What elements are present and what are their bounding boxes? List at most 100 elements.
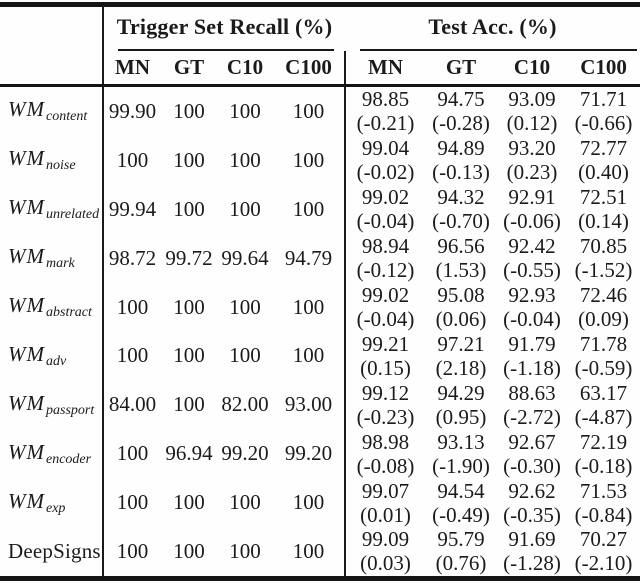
test-acc-value: 92.42 xyxy=(508,234,556,259)
table-row: WMunrelated 99.94 100 100 100 99.02 (-0.0… xyxy=(0,184,640,234)
test-acc-cell: 72.19 (-0.18) xyxy=(567,429,640,478)
trigger-recall-cell: 99.64 xyxy=(221,245,269,270)
test-acc-value: 93.20 xyxy=(508,136,556,161)
test-acc-value: 71.53 xyxy=(579,478,628,503)
table-row: WMexp 100 100 100 100 99.07 (0.01) 94.54(… xyxy=(0,478,640,528)
test-acc-value: 94.75 xyxy=(437,87,485,112)
test-acc-value: 92.67 xyxy=(508,429,556,454)
test-acc-delta: (0.14) xyxy=(578,209,629,234)
test-acc-delta: (-0.13) xyxy=(432,160,490,185)
trigger-recall-cell: 93.00 xyxy=(273,380,347,430)
test-acc-cell: 99.02 (-0.04) xyxy=(345,185,425,234)
method-label: WMexp xyxy=(0,478,104,528)
test-acc-cell: 71.71 (-0.66) xyxy=(567,86,640,136)
test-acc-delta: (-0.21) xyxy=(356,111,415,136)
test-acc-value: 92.93 xyxy=(508,283,556,307)
test-acc-delta: (-0.23) xyxy=(356,404,415,429)
test-acc-delta: (-2.72) xyxy=(503,404,561,429)
cmidrule-trigger xyxy=(118,49,335,51)
test-acc-delta: (-0.30) xyxy=(503,453,561,478)
test-acc-cell: 97.21 (2.18) xyxy=(425,331,497,380)
test-acc-delta: (-0.04) xyxy=(356,307,415,331)
test-acc-delta: (0.12) xyxy=(506,111,558,136)
test-acc-value: 95.79 xyxy=(437,527,485,552)
test-acc-value: 95.08 xyxy=(437,283,485,307)
trigger-recall-cell: 100 xyxy=(229,147,261,172)
trigger-recall-cell: 100 xyxy=(116,441,149,466)
test-acc-delta: (-1.90) xyxy=(432,453,490,478)
table-row: WMpassport 84.00 100 82.00 93.00 99.12 (-… xyxy=(0,380,640,430)
trigger-recall-cell: 99.20 xyxy=(273,429,347,479)
test-acc-value: 70.27 xyxy=(579,527,628,552)
trigger-recall-cell: 100 xyxy=(173,294,205,319)
trigger-recall-cell: 100 xyxy=(116,147,149,172)
test-acc-value: 93.13 xyxy=(437,429,485,454)
table-row: WMmark 98.72 99.72 99.64 94.79 98.94 (-0.… xyxy=(0,233,640,283)
test-acc-delta: (2.18) xyxy=(435,355,487,380)
column-group-trigger-recall: Trigger Set Recall (%) xyxy=(103,7,345,51)
test-acc-delta: (-0.04) xyxy=(356,209,415,234)
test-acc-cell: 94.32 (-0.70) xyxy=(425,185,497,234)
trigger-recall-cell: 99.72 xyxy=(165,245,213,270)
test-acc-delta: (-1.52) xyxy=(574,258,633,283)
test-acc-value: 98.85 xyxy=(361,87,410,112)
trigger-recall-cell: 100 xyxy=(116,343,149,368)
group-title: Test Acc. (%) xyxy=(428,14,557,39)
corner-cell xyxy=(0,7,104,51)
column-group-test-acc: Test Acc. (%) xyxy=(345,7,640,51)
col-header-tsr-c100: C100 xyxy=(273,51,347,87)
test-acc-cell: 98.98 (-0.08) xyxy=(345,429,425,478)
test-acc-cell: 92.93 (-0.04) xyxy=(497,283,567,332)
test-acc-delta: (-2.10) xyxy=(574,551,633,576)
test-acc-delta: (-0.06) xyxy=(503,209,561,234)
cmidrule-test-acc xyxy=(360,49,638,51)
test-acc-value: 94.89 xyxy=(437,136,485,161)
test-acc-cell: 72.46 (0.09) xyxy=(567,283,640,332)
test-acc-delta: (-0.18) xyxy=(574,453,633,478)
method-label: WMencoder xyxy=(0,429,104,479)
test-acc-cell: 99.21 (0.15) xyxy=(345,331,425,380)
corner-cell xyxy=(0,51,104,87)
test-acc-cell: 63.17 (-4.87) xyxy=(567,380,640,429)
col-header-acc-c100: C100 xyxy=(567,51,640,87)
test-acc-cell: 99.12 (-0.23) xyxy=(345,380,425,429)
trigger-recall-cell: 100 xyxy=(173,343,205,368)
trigger-recall-cell: 100 xyxy=(273,184,347,234)
test-acc-cell: 98.94 (-0.12) xyxy=(345,234,425,283)
test-acc-delta: (-0.49) xyxy=(432,502,490,527)
col-header-tsr-mn: MN xyxy=(103,51,161,87)
trigger-recall-cell: 99.20 xyxy=(221,441,269,466)
test-acc-value: 72.77 xyxy=(579,136,628,161)
test-acc-delta: (-0.70) xyxy=(432,209,490,234)
trigger-recall-cell: 100 xyxy=(229,98,261,123)
test-acc-cell: 92.91 (-0.06) xyxy=(497,185,567,234)
test-acc-value: 94.54 xyxy=(437,478,485,503)
trigger-recall-cell: 100 xyxy=(173,538,205,563)
test-acc-cell: 92.42 (-0.55) xyxy=(497,234,567,283)
trigger-recall-cell: 100 xyxy=(229,343,261,368)
test-acc-value: 72.51 xyxy=(579,185,628,210)
method-label: WMcontent xyxy=(0,85,104,136)
test-acc-value: 71.78 xyxy=(579,331,628,356)
trigger-recall-cell: 84.00 xyxy=(108,392,157,417)
test-acc-cell: 99.02 (-0.04) xyxy=(345,283,425,332)
test-acc-value: 96.56 xyxy=(437,234,485,259)
test-acc-delta: (-0.02) xyxy=(356,160,415,185)
test-acc-cell: 72.77 (0.40) xyxy=(567,136,640,185)
table-row: WMadv 100 100 100 100 99.21 (0.15) 97.21(… xyxy=(0,331,640,381)
trigger-recall-cell: 100 xyxy=(273,85,347,136)
test-acc-delta: (0.03) xyxy=(360,551,411,576)
test-acc-cell: 71.53 (-0.84) xyxy=(567,478,640,527)
trigger-recall-cell: 98.72 xyxy=(108,245,157,270)
test-acc-delta: (0.06) xyxy=(435,307,487,331)
test-acc-delta: (0.01) xyxy=(360,502,411,527)
test-acc-cell: 94.54 (-0.49) xyxy=(425,478,497,527)
trigger-recall-cell: 100 xyxy=(273,527,347,576)
sub-header-row: MN GT C10 C100 MN GT C10 C100 xyxy=(0,51,640,87)
test-acc-delta: (0.95) xyxy=(435,404,487,429)
trigger-recall-cell: 100 xyxy=(116,294,149,319)
test-acc-value: 99.12 xyxy=(361,380,410,405)
results-table: Trigger Set Recall (%) Test Acc. (%) MN … xyxy=(0,7,640,576)
col-header-tsr-gt: GT xyxy=(161,51,217,87)
col-header-acc-mn: MN xyxy=(345,51,426,87)
